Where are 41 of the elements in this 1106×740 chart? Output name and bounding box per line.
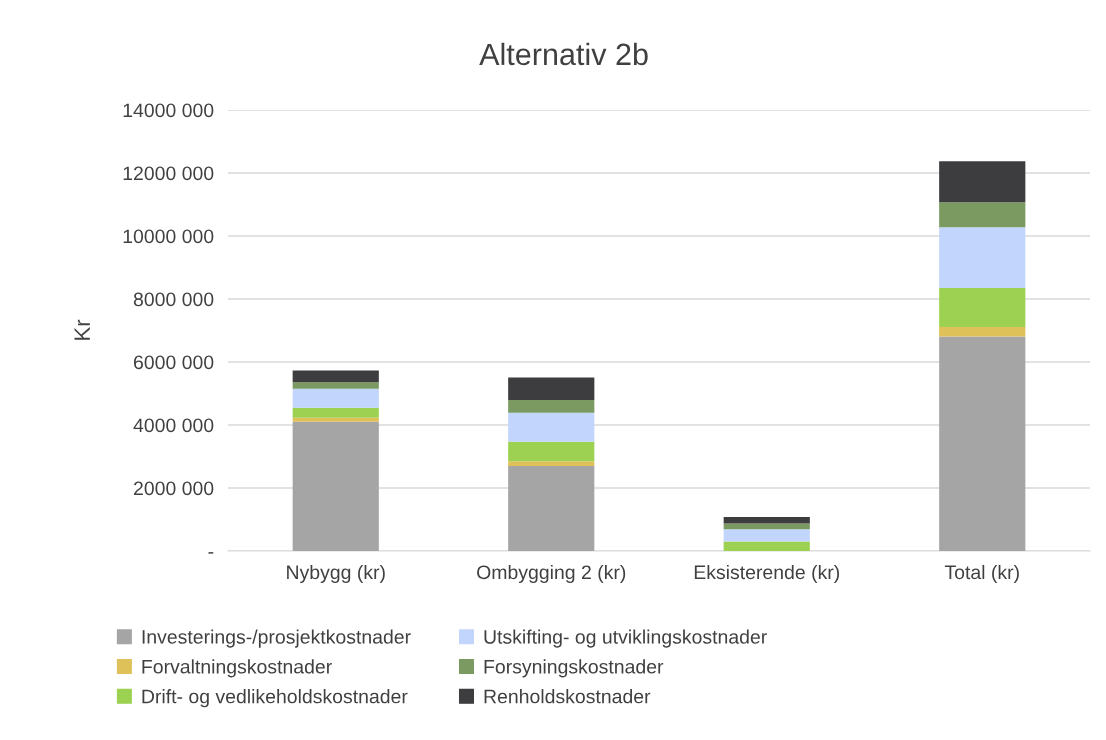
bar [508, 400, 595, 413]
bar [939, 227, 1026, 288]
bar [508, 441, 595, 462]
bar [292, 370, 379, 383]
y-axis-title: Kr [74, 319, 90, 340]
bar [292, 421, 379, 551]
bar [723, 541, 810, 551]
y-tick-label: 2000 000 [134, 481, 214, 496]
legend-label: Forsyningskostnader [484, 659, 664, 678]
bar [723, 529, 810, 542]
y-tick-label: - [208, 552, 214, 554]
y-tick-label: 4000 000 [133, 418, 214, 433]
legend-label: Renholdskostnader [484, 689, 651, 704]
legend-label: Utskifting- og utviklingskostnader [484, 629, 767, 648]
bar [508, 465, 595, 551]
bar [939, 287, 1026, 328]
bar [939, 336, 1026, 551]
x-tick-label: Ombygging 2 (kr) [477, 564, 626, 584]
bar [292, 417, 379, 422]
chart-title: Alternativ 2b [479, 42, 648, 66]
y-tick-label: 6000 000 [134, 355, 214, 370]
bar [508, 461, 595, 466]
bar [292, 407, 379, 418]
bar [508, 377, 595, 401]
legend-label: Investerings-/prosjektkostnader [142, 629, 411, 648]
y-tick-label: 12000 000 [123, 166, 214, 181]
x-tick-label: Total (kr) [944, 564, 1019, 584]
bar [723, 516, 810, 524]
bar [508, 412, 595, 442]
bar [292, 382, 379, 389]
legend-label: Forvaltningskostnader [142, 659, 332, 678]
x-tick-label: Nybygg (kr) [287, 564, 385, 584]
legend-label: Drift- og vedlikeholdskostnader [142, 689, 408, 708]
x-tick-label: Eksisterende (kr) [694, 564, 840, 584]
bar [939, 161, 1026, 203]
y-tick-label: 8000 000 [133, 292, 214, 307]
bar [292, 388, 379, 408]
y-tick-label: 14000 000 [123, 103, 214, 118]
y-tick-label: 10000 000 [123, 229, 214, 244]
bar [939, 202, 1026, 228]
bar [939, 327, 1026, 337]
